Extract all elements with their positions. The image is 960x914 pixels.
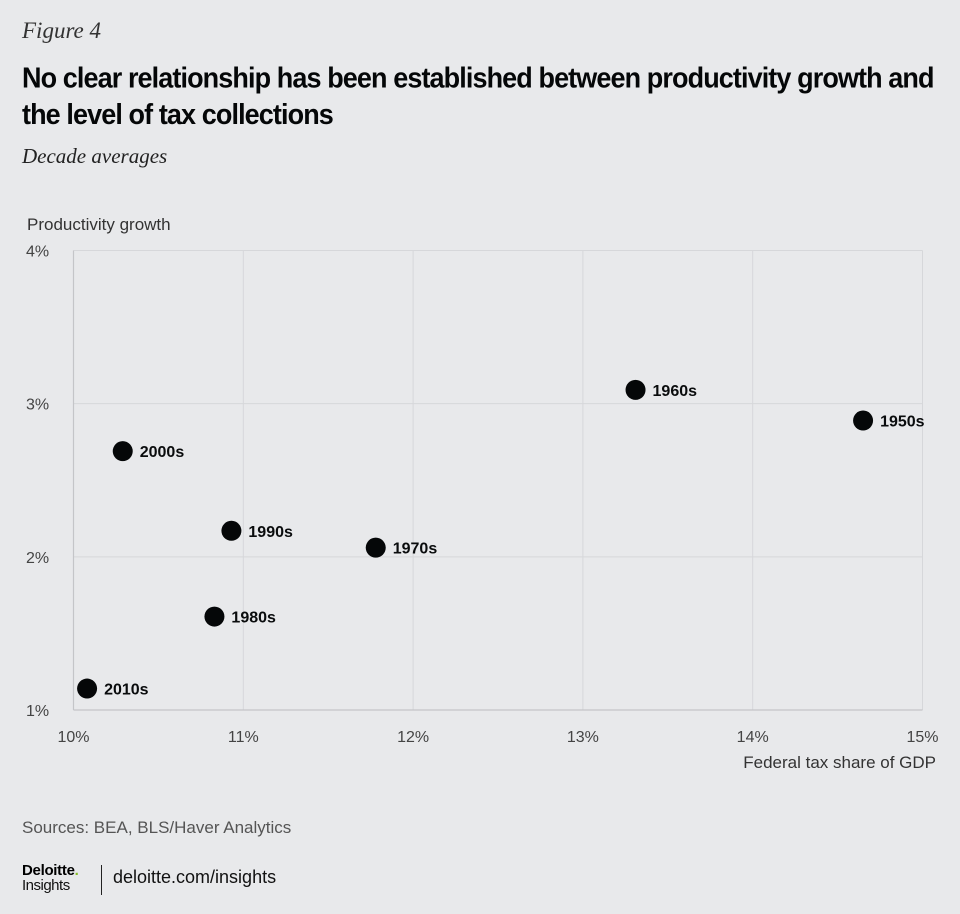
point-label-2010s: 2010s [104,682,149,699]
x-tick-label: 13% [567,729,599,746]
y-axis-title: Productivity growth [27,215,171,234]
point-label-1990s: 1990s [248,524,293,541]
site-link[interactable]: deloitte.com/insights [113,867,277,887]
data-point-2000s [112,441,133,462]
point-label-1950s: 1950s [880,414,925,431]
point-label-2000s: 2000s [140,444,185,461]
point-label-1980s: 1980s [231,610,276,627]
data-point-1970s [365,537,386,558]
x-tick-label: 15% [906,729,938,746]
tick-labels: 10% 11% 12% 13% 14% 15% 1% 2% 3% 4% [26,244,939,747]
chart-subtitle: Decade averages [22,144,168,168]
y-tick-label: 1% [26,703,49,720]
y-tick-label: 3% [26,397,49,414]
data-point-1950s [853,410,874,431]
data-points: 1950s 1960s 1970s 1980s 1990s 2000s 2010s [77,379,925,699]
data-point-1990s [221,520,242,541]
x-tick-label: 11% [228,729,259,746]
grid [73,250,923,710]
chart-title: No clear relationship has been establish… [22,62,935,131]
figure-label: Figure 4 [22,18,101,43]
logo-dot: . [74,862,79,879]
sources-note: Sources: BEA, BLS/Haver Analytics [22,818,292,837]
x-tick-label: 12% [397,729,429,746]
data-point-2010s [77,678,98,699]
data-point-1960s [625,379,646,400]
x-tick-label: 14% [737,729,769,746]
data-point-1980s [204,606,225,627]
x-axis-title: Federal tax share of GDP [743,753,936,772]
axes [72,250,923,711]
logo-divider [101,865,102,895]
point-label-1970s: 1970s [393,541,438,558]
deloitte-insights-logo: Deloitte. Insights [22,862,79,894]
point-label-1960s: 1960s [653,383,698,400]
logo-brand: Deloitte [22,862,75,879]
logo-sub: Insights [22,877,70,894]
x-tick-label: 10% [57,729,89,746]
y-tick-label: 4% [26,244,49,261]
y-tick-label: 2% [26,550,49,567]
